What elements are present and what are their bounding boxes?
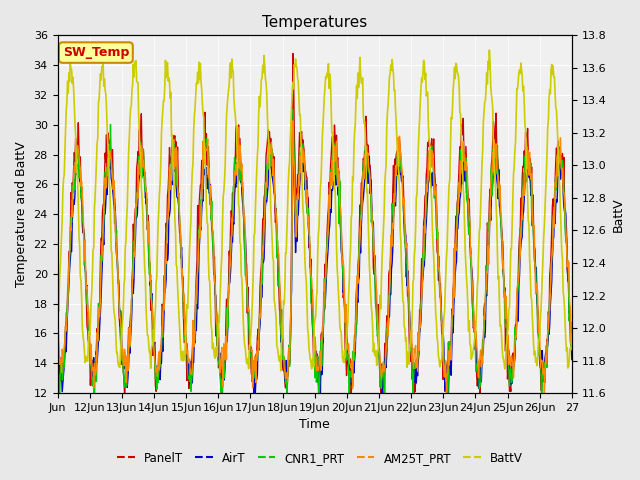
Y-axis label: BattV: BattV [612,197,625,231]
Legend: PanelT, AirT, CNR1_PRT, AM25T_PRT, BattV: PanelT, AirT, CNR1_PRT, AM25T_PRT, BattV [112,447,528,469]
X-axis label: Time: Time [300,419,330,432]
Text: SW_Temp: SW_Temp [63,46,129,59]
Title: Temperatures: Temperatures [262,15,367,30]
Y-axis label: Temperature and BattV: Temperature and BattV [15,142,28,287]
